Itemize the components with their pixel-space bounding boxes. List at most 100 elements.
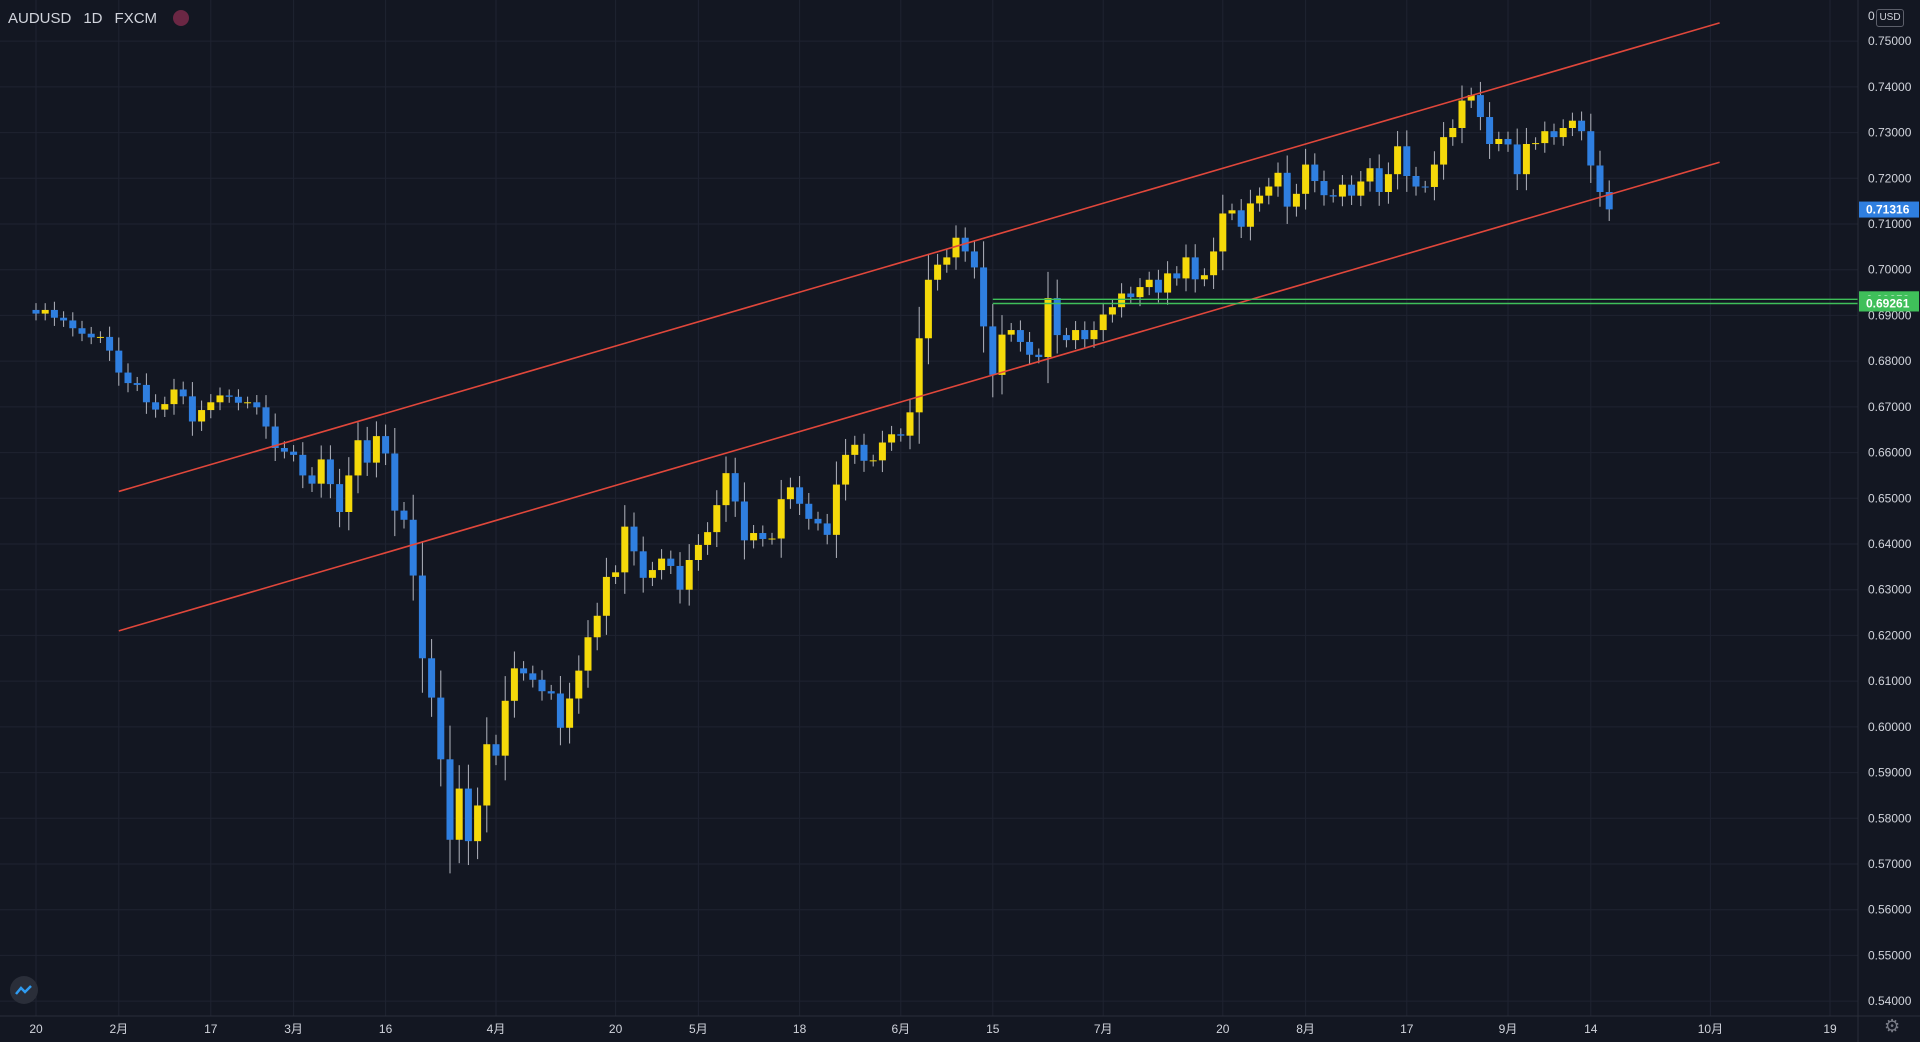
candle-body [1320,181,1328,196]
candle-body [1467,95,1475,101]
candle-body [170,389,178,405]
candle-body [1274,172,1282,187]
candle-body [1495,138,1503,144]
currency-badge[interactable]: USD [1876,9,1904,27]
candle-body [464,788,472,842]
candle-body [372,436,380,463]
candle-body [529,673,537,680]
price-tick-label: 0.63000 [1868,583,1912,597]
drawings [118,22,1858,632]
candle-body [1513,144,1521,175]
price-tick-label: 0.68000 [1868,354,1912,368]
time-tick-label: 3月 [284,1022,303,1036]
candle-body [60,317,68,321]
candle-body [78,328,86,334]
candle-body [1173,273,1181,279]
time-axis[interactable]: 20 2月 17 3月 16 4月 20 5月 18 6月 15 7月 20 8月 17 9月 14 10月 19 [29,1022,1837,1036]
price-tick-label: 0.64000 [1868,537,1912,551]
candle-body [271,426,279,448]
candle-body [409,519,417,576]
price-tick-label: 0.66000 [1868,446,1912,460]
time-tick-label: 15 [986,1022,1000,1036]
candle-body [1127,293,1135,298]
candle-body [483,744,491,806]
time-tick-label: 17 [204,1022,218,1036]
candle-body [1219,213,1227,252]
candle-body [1200,275,1208,280]
price-axis[interactable]: 0.54000 0.55000 0.56000 0.57000 0.58000 0.590… [1868,9,1912,1008]
candle-body [1430,164,1438,187]
level-price-tag-bg [1859,295,1919,312]
candle-body [915,338,923,413]
candle-body [575,670,583,699]
price-tick-label: 0.62000 [1868,628,1912,642]
candle-body [1541,131,1549,144]
candle-body [1026,341,1034,355]
candle-body [1550,131,1558,138]
candle-body [924,279,932,339]
candle-body [713,505,721,533]
candle-body [382,436,390,454]
candle-body [428,658,436,698]
candle-body [1587,131,1595,166]
candle-body [1292,193,1300,207]
candle-body [1578,120,1586,132]
channel-line [118,22,1720,493]
candle-body [1044,298,1052,358]
candle-body [1412,176,1420,187]
candle-body [676,565,684,590]
candle-body [796,487,804,504]
candles [32,81,1613,874]
symbol-name[interactable]: AUDUSD [8,9,72,27]
tradingview-logo-icon[interactable] [10,976,38,1004]
candle-body [851,444,859,455]
candle-body [1596,165,1604,192]
candle-body [704,532,712,545]
candle-body [1394,146,1402,175]
candle-body [722,473,730,506]
price-tick-label: 0.56000 [1868,903,1912,917]
candle-body [1053,298,1061,336]
candle-body [400,510,408,520]
candle-body [1062,335,1070,341]
price-tick-label: 0.74000 [1868,80,1912,94]
candle-body [1357,181,1365,196]
candle-body [179,389,187,397]
candle-body [1403,146,1411,176]
settings-gear-icon[interactable]: ⚙ [1884,1016,1901,1036]
candle-body [1559,128,1567,138]
candle-body [731,473,739,502]
candle-body [897,434,905,436]
candle-body [970,251,978,268]
candle-body [658,558,666,571]
price-tick-label: 0.69000 [1868,308,1912,322]
candle-body [1016,330,1024,342]
candle-body [1302,164,1310,194]
candle-body [308,475,316,484]
candle-body [106,336,114,351]
data-source: FXCM [114,9,158,27]
candle-body [989,326,997,375]
candle-body [96,336,104,338]
candle-body [1449,128,1457,138]
candle-body [161,404,169,410]
candle-body [1164,273,1172,293]
candle-body [437,697,445,760]
channel-line [118,161,1720,632]
candle-body [934,264,942,280]
candle-body [842,454,850,485]
time-tick-label: 18 [793,1022,807,1036]
price-tick-label: 0.59000 [1868,766,1912,780]
candle-body [501,700,509,756]
candle-body [556,693,564,728]
interval-label[interactable]: 1D [83,9,103,27]
candle-body [823,523,831,535]
candle-body [832,484,840,535]
candle-body [593,615,601,638]
candle-body [814,518,822,524]
candle-body [1605,192,1613,210]
candle-body [943,257,951,265]
price-tick-label: 0.65000 [1868,491,1912,505]
